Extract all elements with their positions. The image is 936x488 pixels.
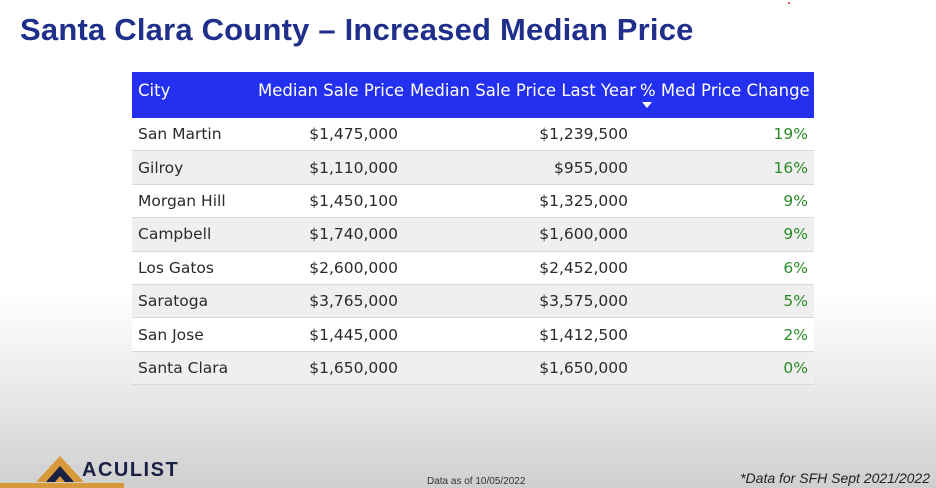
- table-row: Saratoga $3,765,000 $3,575,000 5%: [132, 284, 814, 319]
- cell-city: Saratoga: [132, 284, 252, 319]
- median-price-table: City Median Sale Price Median Sale Price…: [132, 72, 814, 386]
- cell-median-sale-price-last-year: $1,600,000: [404, 217, 634, 252]
- header-city[interactable]: City: [132, 72, 252, 118]
- sort-desc-icon[interactable]: [642, 102, 652, 108]
- table-row: San Jose $1,445,000 $1,412,500 2%: [132, 317, 814, 352]
- header-median-sale-price-last-year[interactable]: Median Sale Price Last Year: [404, 72, 636, 118]
- cell-city: Los Gatos: [132, 251, 252, 285]
- footnote: *Data for SFH Sept 2021/2022: [740, 470, 930, 486]
- cell-median-sale-price-last-year: $955,000: [404, 150, 634, 185]
- cell-pct-change: 16%: [634, 150, 814, 185]
- cell-median-sale-price: $3,765,000: [252, 284, 404, 319]
- cell-pct-change: 9%: [634, 217, 814, 252]
- red-dot-marker: [788, 2, 790, 4]
- cell-median-sale-price: $1,450,100: [252, 184, 404, 219]
- cell-median-sale-price: $2,600,000: [252, 251, 404, 285]
- cell-median-sale-price-last-year: $2,452,000: [404, 251, 634, 285]
- header-pct-label: % Med Price Change: [640, 81, 810, 100]
- table-row: San Martin $1,475,000 $1,239,500 19%: [132, 118, 814, 152]
- cell-city: San Martin: [132, 118, 252, 152]
- cell-city: Campbell: [132, 217, 252, 252]
- data-as-of-note: Data as of 10/05/2022: [427, 476, 526, 487]
- table-row: Los Gatos $2,600,000 $2,452,000 6%: [132, 251, 814, 285]
- table-row: Campbell $1,740,000 $1,600,000 9%: [132, 217, 814, 252]
- cell-median-sale-price-last-year: $1,325,000: [404, 184, 634, 219]
- header-pct-med-price-change[interactable]: % Med Price Change: [634, 72, 814, 118]
- cell-city: Gilroy: [132, 150, 252, 185]
- cell-city: San Jose: [132, 317, 252, 352]
- cell-pct-change: 5%: [634, 284, 814, 319]
- cell-city: Santa Clara: [132, 351, 252, 386]
- cell-pct-change: 2%: [634, 317, 814, 352]
- cell-pct-change: 9%: [634, 184, 814, 219]
- table-row: Santa Clara $1,650,000 $1,650,000 0%: [132, 351, 814, 386]
- cell-median-sale-price-last-year: $1,412,500: [404, 317, 634, 352]
- aculist-logo-icon: [36, 456, 84, 482]
- cell-median-sale-price-last-year: $1,650,000: [404, 351, 634, 386]
- cell-median-sale-price-last-year: $1,239,500: [404, 118, 634, 152]
- cell-median-sale-price: $1,475,000: [252, 118, 404, 152]
- logo-text: ACULIST: [82, 459, 180, 481]
- table-header-row: City Median Sale Price Median Sale Price…: [132, 72, 814, 118]
- cell-median-sale-price: $1,740,000: [252, 217, 404, 252]
- cell-median-sale-price: $1,650,000: [252, 351, 404, 386]
- cell-median-sale-price: $1,110,000: [252, 150, 404, 185]
- logo-underline: [0, 483, 124, 488]
- cell-median-sale-price: $1,445,000: [252, 317, 404, 352]
- cell-pct-change: 0%: [634, 351, 814, 386]
- cell-city: Morgan Hill: [132, 184, 252, 219]
- table-row: Morgan Hill $1,450,100 $1,325,000 9%: [132, 184, 814, 219]
- table-row: Gilroy $1,110,000 $955,000 16%: [132, 150, 814, 185]
- header-median-sale-price[interactable]: Median Sale Price: [252, 72, 404, 118]
- cell-median-sale-price-last-year: $3,575,000: [404, 284, 634, 319]
- cell-pct-change: 6%: [634, 251, 814, 285]
- slide-title: Santa Clara County – Increased Median Pr…: [20, 12, 694, 47]
- cell-pct-change: 19%: [634, 118, 814, 152]
